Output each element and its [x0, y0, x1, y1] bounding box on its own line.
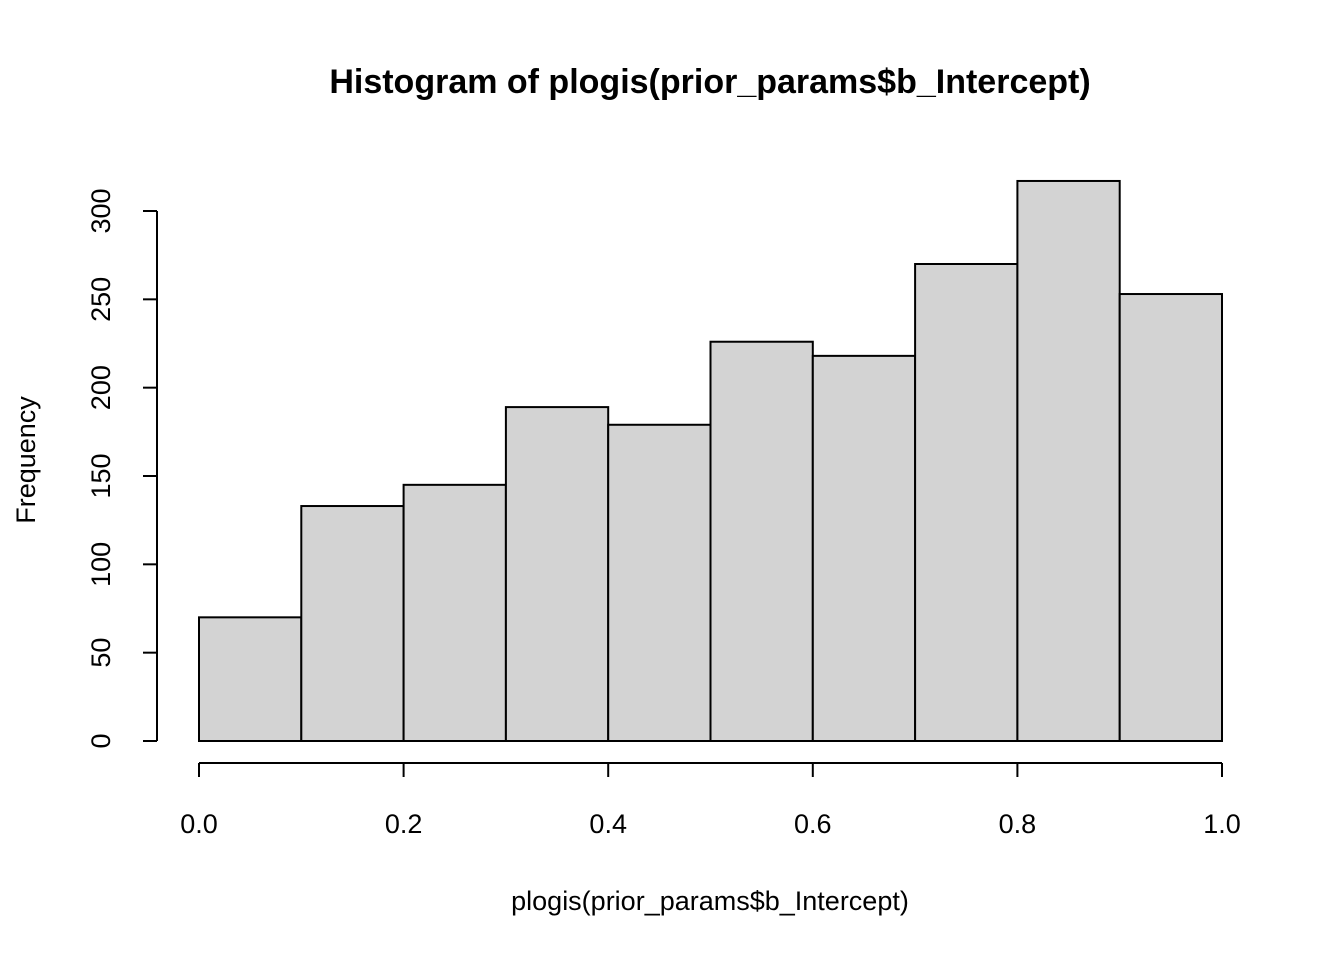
- y-tick-label: 250: [86, 277, 116, 322]
- x-tick-label: 0.6: [794, 809, 832, 839]
- x-axis: 0.0 0.2 0.4 0.6 0.8 1.0: [180, 762, 1241, 839]
- histogram-bars: [198, 179, 1223, 742]
- x-tick-label: 0.2: [385, 809, 423, 839]
- y-axis: 0 50 100 150 200 250 300: [86, 188, 158, 749]
- x-tick-label: 1.0: [1203, 809, 1241, 839]
- y-tick-label: 300: [86, 188, 116, 233]
- histogram-bar: [300, 505, 405, 742]
- x-axis-label: plogis(prior_params$b_Intercept): [511, 886, 909, 916]
- histogram-bar: [709, 340, 814, 742]
- x-axis-ticks: 0.0 0.2 0.4 0.6 0.8 1.0: [180, 763, 1241, 839]
- histogram-bar: [1016, 179, 1121, 742]
- x-tick-label: 0.8: [999, 809, 1037, 839]
- y-tick-label: 100: [86, 542, 116, 587]
- y-axis-ticks: 0 50 100 150 200 250 300: [86, 188, 157, 749]
- y-tick-label: 150: [86, 453, 116, 498]
- histogram-bar: [198, 616, 303, 742]
- y-tick-label: 0: [86, 733, 116, 748]
- y-tick-label: 200: [86, 365, 116, 410]
- histogram-bar: [504, 406, 610, 742]
- y-tick-label: 50: [86, 638, 116, 668]
- histogram-bar: [1118, 293, 1223, 742]
- histogram-bar: [402, 483, 507, 742]
- chart-title: Histogram of plogis(prior_params$b_Inter…: [329, 63, 1090, 101]
- x-tick-label: 0.4: [589, 809, 627, 839]
- histogram-bar: [914, 263, 1019, 742]
- y-axis-label: Frequency: [11, 396, 41, 524]
- histogram-bar: [607, 423, 712, 742]
- x-tick-label: 0.0: [180, 809, 218, 839]
- histogram-bar: [811, 354, 917, 742]
